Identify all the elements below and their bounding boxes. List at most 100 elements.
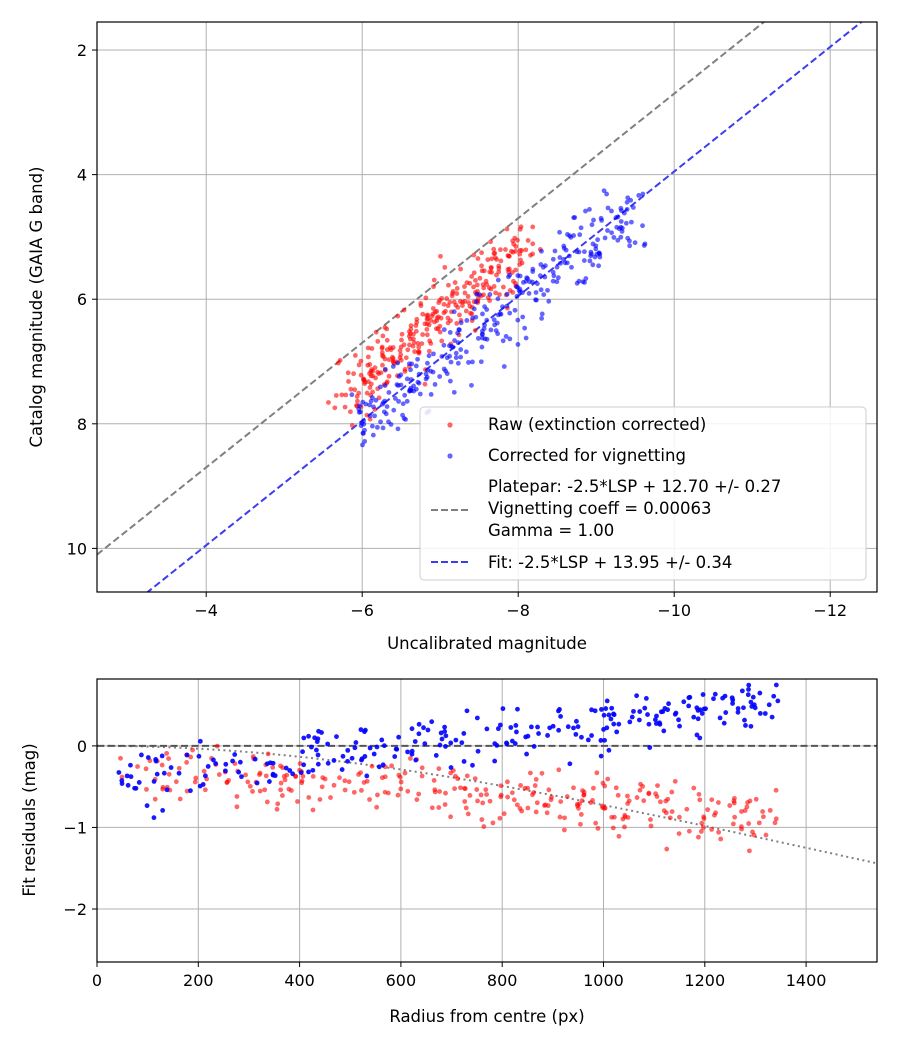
corrected-point (530, 266, 536, 272)
corrected-point (534, 281, 540, 287)
raw-residual-point (544, 810, 550, 816)
raw-point (399, 337, 404, 343)
corrected-residual-point (609, 705, 615, 711)
top-x-tick-label: −12 (813, 601, 847, 620)
raw-point (442, 264, 448, 270)
raw-residual-point (455, 776, 461, 782)
raw-residual-point (539, 770, 545, 776)
raw-point (352, 387, 358, 393)
corrected-residual-point (697, 735, 703, 741)
raw-residual-point (264, 799, 270, 805)
corrected-residual-point (133, 785, 139, 791)
bottom-y-tick-label: −1 (63, 818, 87, 837)
corrected-residual-point (599, 707, 604, 712)
top-y-tick-label: 4 (77, 166, 87, 185)
raw-residual-point (190, 747, 195, 753)
corrected-point (360, 442, 365, 448)
raw-point (504, 226, 510, 232)
raw-residual-point (395, 792, 401, 798)
raw-residual-point (414, 797, 420, 803)
top-axes-frame (96, 21, 878, 593)
corrected-point (598, 215, 604, 221)
raw-point (493, 290, 498, 296)
raw-residual-point (763, 832, 769, 838)
corrected-point (470, 359, 475, 365)
raw-point (454, 321, 460, 326)
corrected-point (550, 256, 556, 262)
corrected-residual-point (558, 714, 563, 719)
corrected-point (407, 388, 412, 394)
raw-point (390, 358, 396, 364)
corrected-residual-point (654, 713, 659, 719)
corrected-point (619, 229, 625, 234)
raw-residual-point (300, 773, 306, 779)
raw-residual-point (732, 795, 737, 801)
legend-label-fit: Fit: -2.5*LSP + 13.95 +/- 0.34 (488, 553, 732, 572)
corrected-point (618, 208, 624, 213)
raw-point (518, 257, 523, 263)
corrected-residual-point (358, 727, 364, 733)
corrected-residual-point (345, 747, 351, 753)
raw-residual-point (369, 763, 375, 769)
legend-label-platepar-line2: Vignetting coeff = 0.00063 (488, 499, 712, 518)
corrected-point (574, 280, 580, 286)
raw-residual-point (700, 825, 706, 831)
corrected-residual-point (367, 745, 373, 751)
corrected-point (367, 413, 373, 419)
raw-residual-point (715, 800, 721, 805)
raw-residual-point (166, 756, 171, 761)
raw-residual-point (747, 798, 753, 804)
corrected-residual-point (213, 761, 219, 766)
raw-point (358, 372, 364, 378)
corrected-residual-point (154, 771, 160, 777)
raw-residual-point (481, 824, 487, 829)
corrected-residual-point (751, 702, 757, 708)
raw-residual-point (279, 793, 285, 798)
raw-point (462, 290, 468, 296)
corrected-residual-point (309, 744, 314, 750)
raw-residual-point (578, 821, 583, 827)
corrected-point (484, 336, 490, 342)
corrected-point (369, 423, 375, 429)
raw-residual-point (475, 798, 480, 804)
corrected-point (589, 222, 595, 228)
corrected-point (500, 338, 506, 344)
raw-point (339, 392, 345, 398)
corrected-point (391, 407, 397, 413)
raw-residual-point (436, 805, 442, 810)
corrected-residual-point (236, 769, 242, 775)
raw-point (420, 311, 426, 317)
raw-residual-point (265, 751, 271, 757)
corrected-point (384, 404, 390, 410)
raw-point (428, 341, 434, 346)
bottom-grid (96, 679, 877, 962)
raw-point (345, 370, 351, 376)
corrected-residual-point (381, 743, 387, 749)
corrected-point (587, 258, 593, 264)
raw-point (368, 373, 374, 379)
raw-residual-point (201, 768, 207, 774)
corrected-point (526, 291, 532, 296)
corrected-point (640, 191, 646, 197)
raw-residual-point (282, 777, 288, 783)
corrected-residual-point (374, 744, 380, 750)
corrected-point (580, 279, 586, 285)
raw-residual-point (525, 785, 531, 791)
raw-residual-point (234, 794, 240, 799)
raw-residual-point (284, 772, 290, 778)
corrected-residual-point (439, 736, 445, 742)
corrected-point (539, 315, 545, 321)
corrected-residual-point (528, 724, 534, 730)
corrected-residual-point (629, 714, 635, 720)
corrected-point (426, 353, 432, 359)
raw-residual-point (448, 814, 453, 820)
raw-point (403, 355, 409, 361)
raw-residual-point (738, 824, 744, 829)
raw-residual-point (278, 787, 284, 793)
corrected-point (555, 275, 561, 281)
corrected-residual-point (579, 734, 584, 740)
raw-residual-point (452, 786, 457, 792)
corrected-point (581, 258, 587, 263)
raw-point (475, 256, 481, 261)
corrected-point (458, 320, 464, 326)
